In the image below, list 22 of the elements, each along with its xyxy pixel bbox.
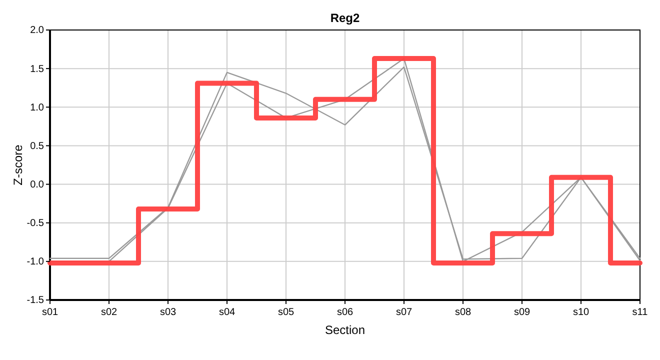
x-tick-label: s10 — [572, 307, 590, 318]
x-axis-title: Section — [324, 323, 366, 337]
y-axis-title: Z-score — [11, 144, 25, 186]
y-tick-label: 2.0 — [30, 25, 44, 36]
x-tick-label: s02 — [100, 307, 118, 318]
x-tick-label: s08 — [454, 307, 472, 318]
x-tick-label: s04 — [218, 307, 236, 318]
x-tick-label: s03 — [160, 307, 176, 318]
x-tick-label: s05 — [278, 307, 294, 318]
y-tick-label: -1.5 — [26, 295, 44, 306]
x-tick-label: s01 — [42, 307, 58, 318]
y-tick-label: 0.5 — [30, 140, 44, 152]
x-tick-label: s07 — [396, 307, 412, 318]
y-tick-label: -1.0 — [26, 256, 44, 268]
y-tick-label: 1.5 — [30, 64, 44, 75]
x-tick-label: s06 — [336, 307, 354, 318]
chart-title: Reg2 — [330, 11, 360, 25]
x-tick-label: s11 — [632, 307, 648, 318]
x-tick-label: s09 — [514, 307, 530, 318]
y-tick-label: 0.0 — [30, 179, 44, 190]
y-tick-label: -0.5 — [26, 218, 44, 230]
y-tick-label: 1.0 — [30, 102, 44, 114]
